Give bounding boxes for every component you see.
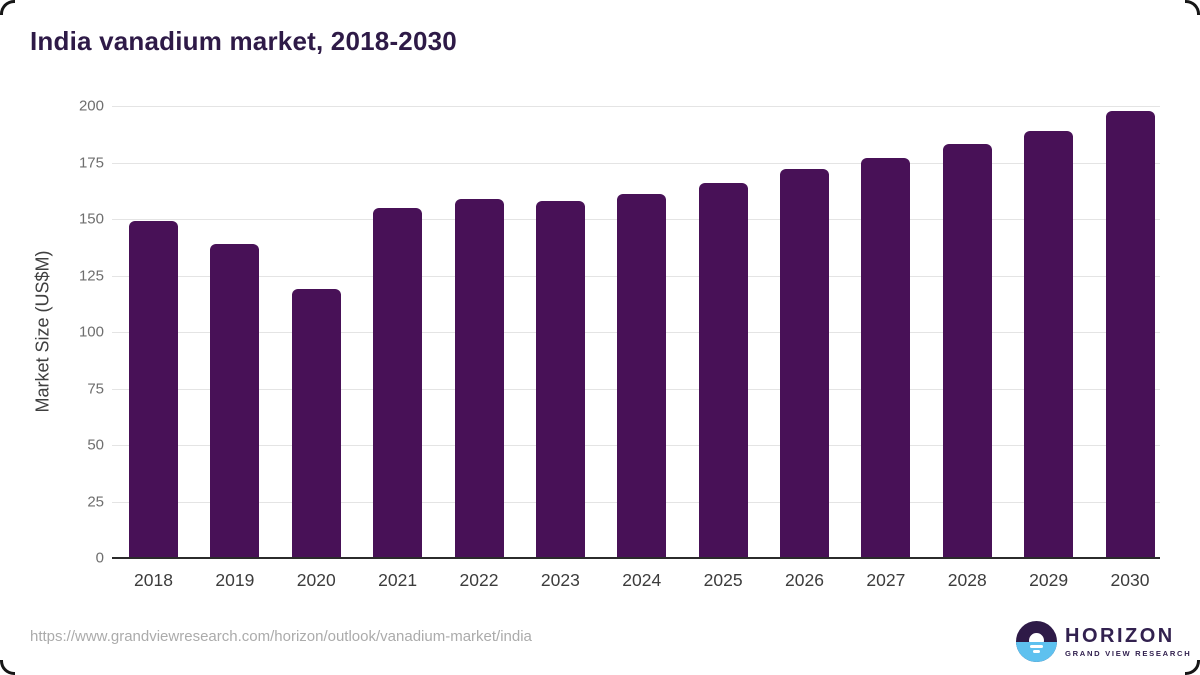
x-axis-line [112, 557, 1160, 559]
bar-2020 [291, 289, 341, 558]
logo-brand-name: HORIZON [1065, 624, 1175, 647]
y-axis-title: Market Size (US$M) [32, 250, 53, 413]
y-tick-label-200: 200 [78, 97, 104, 115]
x-tick-label-2019: 2019 [215, 570, 255, 590]
logo-sub-brand: GRAND VIEW RESEARCH [1065, 648, 1192, 658]
x-tick-label-2028: 2028 [947, 570, 987, 590]
x-tick-label-2029: 2029 [1029, 570, 1069, 590]
x-tick-label-2020: 2020 [296, 570, 336, 590]
bar-2030 [1105, 110, 1155, 558]
y-tick-label-0: 0 [95, 549, 104, 567]
x-tick-label-2023: 2023 [540, 570, 580, 590]
y-tick-label-50: 50 [87, 436, 104, 454]
bar-2029 [1024, 130, 1074, 558]
bar-2023 [535, 200, 585, 558]
y-tick-label-25: 25 [87, 493, 104, 510]
gridline-175 [112, 162, 1160, 164]
x-tick-label-2030: 2030 [1110, 570, 1150, 590]
bar-2025 [698, 182, 748, 558]
bar-2018 [129, 221, 178, 558]
horizon-sun-logo-icon [1016, 621, 1057, 662]
horizon-logo: HORIZON GRAND VIEW RESEARCH [1016, 621, 1191, 662]
y-tick-label-175: 175 [78, 154, 104, 171]
bar-2021 [373, 207, 423, 558]
bar-2019 [210, 243, 260, 558]
source-url: https://www.grandviewresearch.com/horizo… [30, 628, 532, 645]
logo-reflection-dash [1033, 650, 1040, 653]
logo-reflection-dash [1030, 645, 1043, 648]
chart-title: India vanadium market, 2018-2030 [30, 26, 457, 56]
x-tick-label-2024: 2024 [622, 570, 662, 590]
bar-2028 [942, 144, 992, 558]
x-tick-label-2026: 2026 [785, 570, 824, 590]
y-tick-label-125: 125 [78, 267, 104, 284]
y-tick-label-100: 100 [78, 323, 104, 341]
y-tick-label-150: 150 [78, 210, 104, 228]
x-tick-label-2025: 2025 [703, 570, 743, 590]
bar-2026 [780, 169, 829, 558]
bar-2024 [617, 194, 667, 558]
bar-2022 [454, 198, 504, 558]
logo-text: HORIZON GRAND VIEW RESEARCH [1065, 626, 1191, 658]
x-tick-label-2022: 2022 [459, 570, 499, 590]
x-tick-label-2027: 2027 [866, 570, 906, 590]
x-tick-label-2021: 2021 [378, 570, 418, 590]
y-tick-label-75: 75 [87, 380, 104, 397]
x-tick-label-2018: 2018 [134, 570, 173, 590]
gridline-200 [112, 106, 1160, 107]
bar-2027 [861, 157, 911, 558]
